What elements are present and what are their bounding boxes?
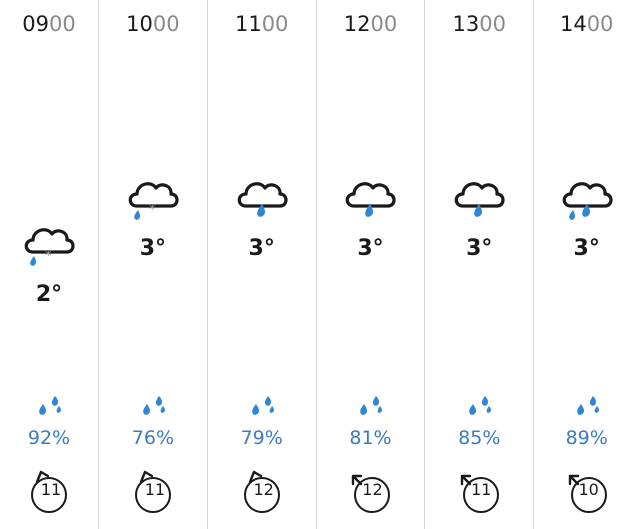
hour-column-1100[interactable]: 1100 3° 79% 12 (208, 0, 317, 529)
temperature: 2° (35, 282, 63, 307)
temperature: 3° (139, 236, 167, 261)
precipitation-chance: 79% (240, 427, 283, 449)
precipitation-icon (251, 396, 274, 415)
sleet-icon: * (24, 228, 75, 266)
wind-direction-icon (352, 474, 391, 513)
precipitation-icon (39, 396, 61, 415)
precipitation-chance: 85% (458, 427, 501, 449)
hour-column-1400[interactable]: 1400 3° 89% 10 (534, 0, 639, 529)
wind-speed: 12 (253, 480, 274, 499)
wind-speed: 10 (578, 480, 599, 499)
hour-time: 1300 (452, 12, 507, 36)
hour-column-1200[interactable]: 1200 3° 81% 12 (317, 0, 426, 529)
hour-column-1000[interactable]: 1000 * 3° 76% 11 (99, 0, 208, 529)
hour-time: 1400 (559, 12, 614, 36)
temperature: 3° (248, 236, 275, 261)
sleet-icon: * (128, 182, 179, 220)
svg-text:*: * (45, 249, 52, 264)
wind-direction-icon (568, 474, 607, 513)
precipitation-chance: 81% (349, 427, 392, 449)
wind-speed: 12 (362, 480, 383, 499)
hour-column-1300[interactable]: 1300 3° 85% 11 (425, 0, 535, 529)
light-rain-icon (237, 182, 288, 217)
hour-time: 1000 (126, 12, 180, 36)
light-rain-icon (346, 182, 397, 217)
temperature: 3° (357, 236, 384, 261)
hour-time: 1200 (343, 12, 398, 36)
precipitation-chance: 76% (131, 427, 175, 449)
precipitation-chance: 89% (565, 427, 608, 449)
wind-direction-icon (134, 470, 171, 513)
hour-time: 0900 (22, 12, 76, 36)
wind-speed: 11 (40, 480, 62, 499)
wind-direction-icon (31, 470, 67, 513)
precipitation-icon (143, 396, 165, 415)
wind-direction-icon (243, 470, 280, 513)
wind-direction-icon (461, 474, 500, 513)
temperature: 3° (573, 236, 600, 261)
light-rain-icon (454, 182, 505, 217)
precipitation-icon (576, 396, 599, 415)
precipitation-icon (469, 396, 492, 415)
hour-column-0900[interactable]: 0900 * 2° 92% 11 (0, 0, 99, 529)
precipitation-chance: 92% (27, 427, 71, 449)
wind-speed: 11 (471, 480, 492, 499)
wind-speed: 11 (144, 480, 166, 499)
precipitation-icon (360, 396, 383, 415)
svg-text:*: * (149, 203, 156, 218)
hour-time: 1100 (234, 12, 289, 36)
temperature: 3° (466, 236, 493, 261)
rain-icon (562, 182, 613, 220)
